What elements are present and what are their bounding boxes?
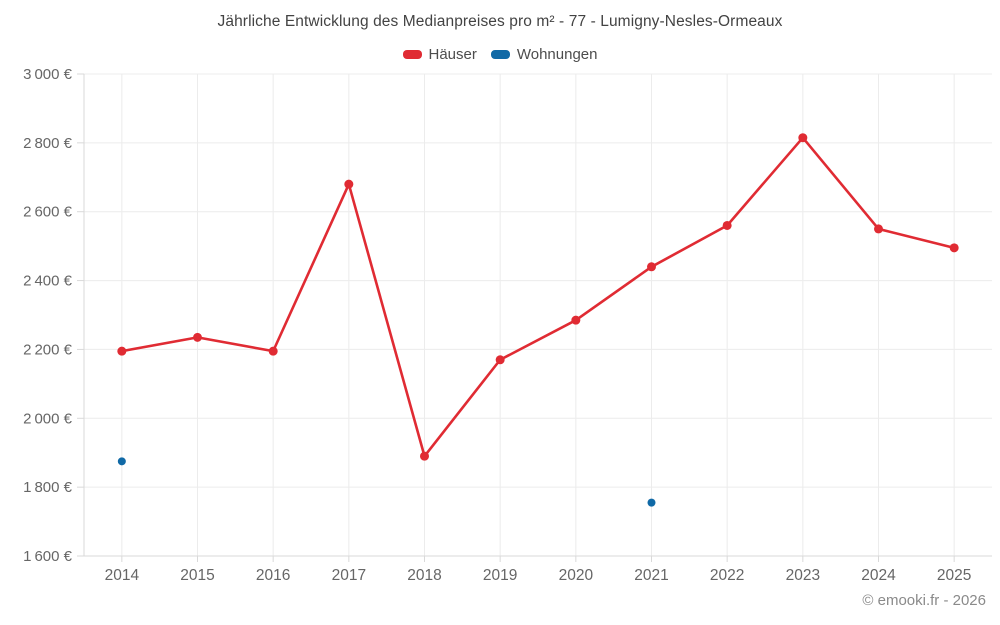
x-axis-label-2015: 2015 — [180, 567, 214, 584]
y-axis-label-3000: 3 000 € — [23, 66, 73, 83]
data-point-hauser-2022[interactable] — [722, 220, 732, 230]
data-point-hauser-2014[interactable] — [117, 346, 127, 356]
data-point-hauser-2023[interactable] — [798, 133, 808, 143]
y-axis-label-2200: 2 200 € — [23, 341, 73, 358]
data-point-hauser-2020[interactable] — [571, 315, 581, 325]
legend-label-wohnungen: Wohnungen — [516, 46, 598, 63]
x-axis-label-2020: 2020 — [559, 567, 594, 584]
legend-swatch-haeuser — [402, 50, 422, 59]
legend-label-haeuser: Häuser — [428, 46, 477, 63]
x-axis-label-2025: 2025 — [937, 567, 971, 584]
y-axis-label-2600: 2 600 € — [23, 204, 73, 221]
data-point-hauser-2018[interactable] — [420, 451, 429, 461]
series-line-hauser — [120, 136, 956, 458]
y-axis-label-1800: 1 800 € — [23, 479, 73, 496]
x-axis-label-2014: 2014 — [105, 567, 140, 584]
data-point-hauser-2025[interactable] — [949, 243, 959, 253]
copyright-footer: © emooki.fr - 2026 — [862, 592, 986, 609]
x-axis-label-2016: 2016 — [256, 567, 290, 584]
x-axis-label-2022: 2022 — [710, 567, 744, 584]
legend: Häuser Wohnungen — [0, 46, 1000, 63]
data-point-wohnungen-2014[interactable] — [117, 457, 126, 466]
chart-title: Jährliche Entwicklung des Medianpreises … — [217, 13, 783, 30]
x-axis-label-2024: 2024 — [861, 567, 896, 584]
legend-swatch-wohnungen — [490, 50, 510, 59]
x-axis-label-2018: 2018 — [407, 567, 441, 584]
data-point-hauser-2021[interactable] — [647, 262, 656, 272]
data-point-hauser-2017[interactable] — [344, 179, 354, 189]
y-axis-label-2400: 2 400 € — [23, 273, 73, 290]
x-axis-label-2017: 2017 — [332, 567, 366, 584]
legend-item-haeuser[interactable]: Häuser — [402, 46, 477, 63]
y-axis-label-1600: 1 600 € — [23, 548, 73, 565]
data-point-hauser-2015[interactable] — [193, 332, 202, 342]
data-point-hauser-2016[interactable] — [268, 346, 278, 356]
x-axis-label-2019: 2019 — [483, 567, 517, 584]
x-axis-label-2021: 2021 — [634, 567, 668, 584]
data-point-hauser-2024[interactable] — [874, 224, 883, 234]
y-axis-label-2800: 2 800 € — [23, 135, 73, 152]
legend-item-wohnungen[interactable]: Wohnungen — [490, 46, 598, 63]
data-point-hauser-2019[interactable] — [495, 355, 505, 365]
data-point-wohnungen-2021[interactable] — [647, 498, 656, 507]
x-axis-label-2023: 2023 — [786, 567, 820, 584]
y-axis-label-2000: 2 000 € — [23, 410, 73, 427]
